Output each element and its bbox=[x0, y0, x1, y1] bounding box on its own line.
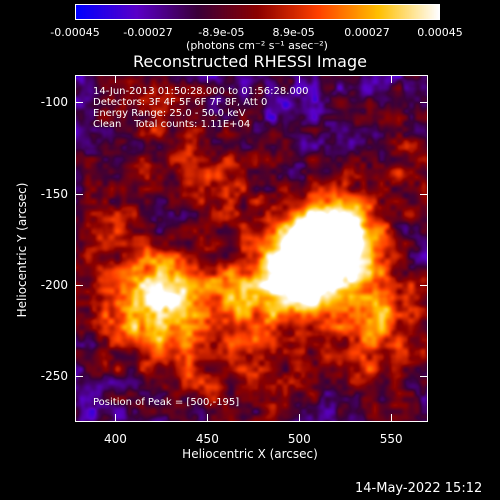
x-tick-mark bbox=[391, 75, 393, 83]
chart-title: Reconstructed RHESSI Image bbox=[133, 52, 367, 71]
y-tick-label: -250 bbox=[40, 369, 68, 384]
y-tick-mark bbox=[420, 376, 428, 378]
y-tick-mark bbox=[75, 102, 83, 104]
colorbar-tick-label: -8.9e-05 bbox=[198, 26, 245, 39]
x-tick-mark bbox=[115, 75, 117, 83]
y-tick-label: -200 bbox=[40, 278, 68, 293]
info-detectors: Detectors: 3F 4F 5F 6F 7F 8F, Att 0 bbox=[93, 97, 268, 108]
colorbar-tick-label: 0.00027 bbox=[344, 26, 390, 39]
x-axis-label: Heliocentric X (arcsec) bbox=[182, 447, 318, 461]
y-axis-label: Heliocentric Y (arcsec) bbox=[15, 182, 29, 318]
colorbar-tick-label: -0.00045 bbox=[50, 26, 100, 39]
x-tick-mark bbox=[299, 414, 301, 422]
info-time-range: 14-Jun-2013 01:50:28.000 to 01:56:28.000 bbox=[93, 86, 309, 97]
x-tick-mark bbox=[207, 414, 209, 422]
colorbar-tick-label: 8.9e-05 bbox=[272, 26, 315, 39]
x-tick-label: 450 bbox=[195, 432, 219, 446]
x-tick-mark bbox=[207, 75, 209, 83]
colorbar bbox=[75, 4, 440, 20]
x-tick-mark bbox=[391, 414, 393, 422]
x-tick-label: 400 bbox=[103, 432, 127, 446]
y-tick-mark bbox=[420, 285, 428, 287]
y-tick-label: -150 bbox=[40, 186, 68, 201]
y-tick-mark bbox=[420, 102, 428, 104]
colorbar-tick-label: -0.00027 bbox=[123, 26, 173, 39]
x-tick-label: 500 bbox=[287, 432, 311, 446]
y-tick-mark bbox=[75, 376, 83, 378]
timestamp: 14-May-2022 15:12 bbox=[355, 481, 483, 496]
x-tick-mark bbox=[299, 75, 301, 83]
x-tick-label: 550 bbox=[379, 432, 403, 446]
y-tick-mark bbox=[420, 193, 428, 195]
y-tick-mark bbox=[75, 193, 83, 195]
colorbar-unit-label: (photons cm⁻² s⁻¹ asec⁻²) bbox=[186, 39, 328, 52]
y-tick-mark bbox=[75, 285, 83, 287]
y-tick-label: -100 bbox=[40, 95, 68, 110]
info-clean-counts: Clean Total counts: 1.11E+04 bbox=[93, 119, 251, 130]
x-tick-mark bbox=[115, 414, 117, 422]
peak-position-label: Position of Peak = [500,-195] bbox=[93, 397, 240, 408]
info-energy-range: Energy Range: 25.0 - 50.0 keV bbox=[93, 108, 246, 119]
rhessi-image bbox=[75, 75, 428, 422]
colorbar-tick-label: 0.00045 bbox=[417, 26, 463, 39]
